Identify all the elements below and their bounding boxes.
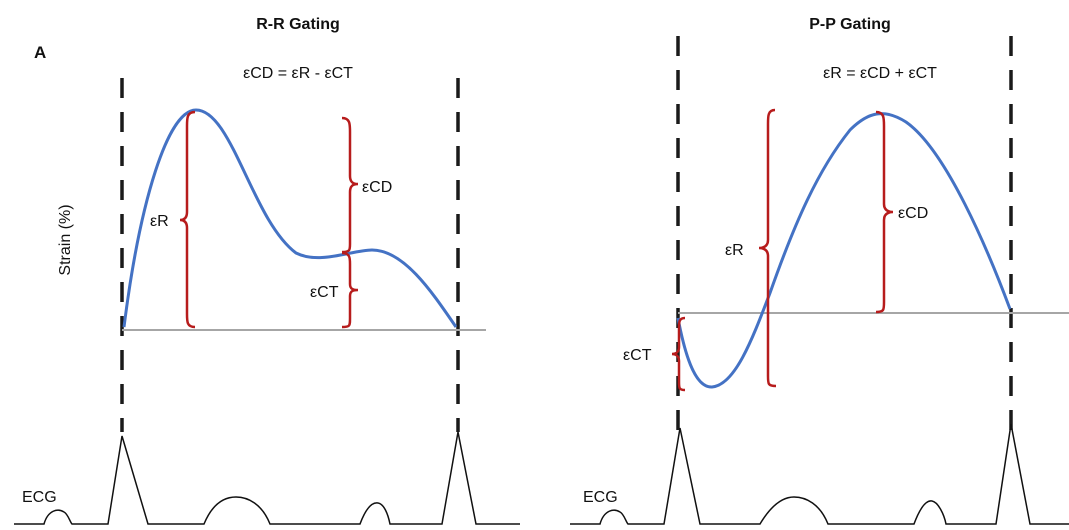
right-strain-curve (676, 112, 1012, 389)
panel-letter: A (34, 43, 46, 62)
left-strain-curve (122, 108, 458, 328)
right-er-brace (758, 108, 777, 388)
left-er-label: εR (150, 213, 169, 230)
gating-lines (120, 36, 1013, 432)
right-ecd-brace (875, 110, 894, 314)
right-ecg-trace (570, 423, 1069, 525)
right-equation: εR = εCD + εCT (823, 65, 937, 82)
left-equation: εCD = εR - εCT (243, 65, 353, 82)
right-panel-title: P-P Gating (809, 16, 891, 33)
right-ect-brace (671, 316, 686, 392)
left-ect-label: εCT (310, 284, 339, 301)
right-ecd-label: εCD (898, 205, 928, 222)
left-panel-title: R-R Gating (256, 16, 340, 33)
right-ect-label: εCT (623, 347, 652, 364)
left-er-brace (179, 110, 196, 329)
y-axis-label: Strain (%) (57, 204, 74, 275)
left-ecd-label: εCD (362, 179, 392, 196)
right-ecg-label: ECG (583, 489, 618, 506)
left-ecd-brace (341, 116, 359, 254)
left-ect-brace (341, 251, 359, 329)
left-ecg-label: ECG (22, 489, 57, 506)
left-ecg-trace (14, 431, 520, 525)
right-er-label: εR (725, 242, 744, 259)
measurement-braces (179, 108, 894, 392)
